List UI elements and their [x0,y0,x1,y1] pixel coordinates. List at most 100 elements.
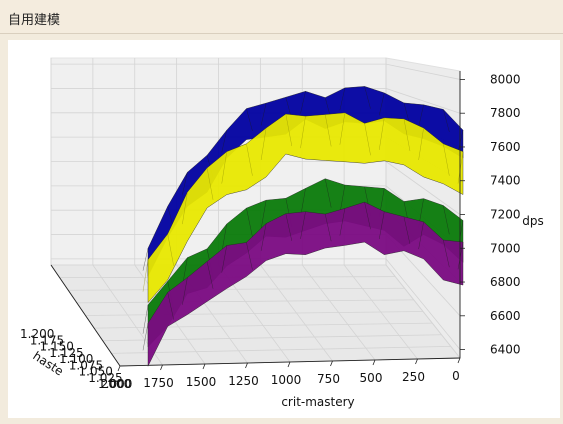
x-tick-mark [415,358,418,365]
x-tick-label: 500 [360,371,383,385]
surface-facet [324,178,332,208]
surface-plot: 6400 6600 6800 7000 7200 7400 7600 7800 8000 2000… [20,57,544,409]
surface-facet [142,323,149,351]
plot-panel: 6400 6600 6800 7000 7200 7400 7600 7800 8000 2000… [8,40,560,418]
surface-facet [206,167,214,200]
surface-facet [142,259,149,292]
surface-facet [379,117,385,150]
surface-facet [364,86,371,109]
y-axis-line [50,264,121,367]
x-tick-mark [372,359,376,366]
surface-facet [167,233,174,266]
surface-facet [339,112,346,145]
surface-facet [285,213,293,241]
z-tick-label: 7800 [490,106,521,120]
surface-facet [443,239,450,268]
surface-facet [457,151,464,184]
z-tick-label: 7000 [490,241,521,255]
surface-facet [260,103,267,126]
z-tick-label: 6400 [490,343,521,357]
surface-facet [379,211,385,239]
surface-facet [221,151,227,184]
surface-facet [324,214,332,242]
x-tick-label: 750 [317,372,340,386]
y-tick-label: 1.125 [49,346,83,360]
x-tick-mark [330,360,333,367]
tick-labels: 6400 6600 6800 7000 7200 7400 7600 7800 8000 2000… [20,72,521,391]
surfaces [142,86,464,367]
x-tick-mark [457,357,461,364]
z-tick-label: 8000 [490,72,521,86]
surface-facet [403,216,411,245]
surface-facet [246,143,253,176]
surface-facet [221,223,227,253]
surface-facet [167,292,174,320]
app-title: 自用建模 [8,13,61,28]
surface-facet [379,92,385,116]
z-grid-line [385,88,461,114]
x-tick-label: 250 [402,370,425,384]
surface-facet [300,116,306,149]
z-grid-line [385,63,461,80]
surface-facet [300,211,306,239]
surface-facet [403,118,411,151]
x-tick-label: 0 [452,369,460,383]
z-tick-label: 7400 [490,174,521,188]
surface-facet [364,202,371,230]
surface-facet [457,130,464,153]
z-tick-label: 6800 [490,275,521,289]
title-bar: 自用建模 [0,0,563,34]
surface-facet [182,277,188,305]
x-tick-mark [202,363,206,370]
surface-facet [300,91,306,114]
x-tick-mark [287,361,291,368]
surface-facet [260,200,267,230]
surface-facet [221,130,227,153]
surface-facet [443,205,450,235]
surface-facet [285,114,293,147]
surface-facet [364,123,371,156]
x-tick-label: 1500 [186,375,217,389]
surface-band-2 [147,112,464,304]
surface-facet [260,127,267,160]
surface-facet [339,208,346,236]
z-tick-label: 7600 [490,140,521,154]
x-tick-mark [117,365,121,372]
surface-facet [182,172,188,195]
y-tick-label: 1.000 [98,377,132,391]
z-axis-label: dps [522,214,544,228]
surface-facet [457,242,464,270]
x-tick-label: 1750 [143,376,174,390]
y-tick-label: 1.200 [20,327,54,341]
surface-facet [339,87,346,111]
surface-facet [221,245,227,273]
z-grid-line [385,258,461,350]
surface-facet [260,223,267,251]
y-grid-line [76,299,414,304]
surface-facet [246,208,253,237]
surface-facet [324,114,332,147]
y-tick-label: 1.150 [40,340,74,354]
surface-band-4 [147,201,464,367]
surface-facet [418,104,424,128]
z-tick-label: 7200 [490,208,521,222]
x-tick-label: 2000 [101,377,132,391]
y-grid-line [68,287,405,291]
x-axis-label: crit-mastery [281,395,354,409]
x-tick-mark [245,362,248,369]
x-tick-label: 1000 [271,373,302,387]
surface-facet [246,242,253,270]
y-tick-label: 1.100 [59,352,93,366]
x-tick-label: 1250 [228,374,259,388]
surface-facet [182,192,188,225]
surface-facet [142,248,149,271]
surface-facet [443,109,450,132]
y-grid-line [85,311,424,316]
surface-facet [246,108,253,132]
y-tick-label: 1.175 [30,333,64,347]
surface-facet [418,221,424,250]
surface-facet [339,185,346,214]
x-tick-mark [160,364,163,371]
z-grid-line [385,161,461,215]
y-grid-line [111,345,451,354]
